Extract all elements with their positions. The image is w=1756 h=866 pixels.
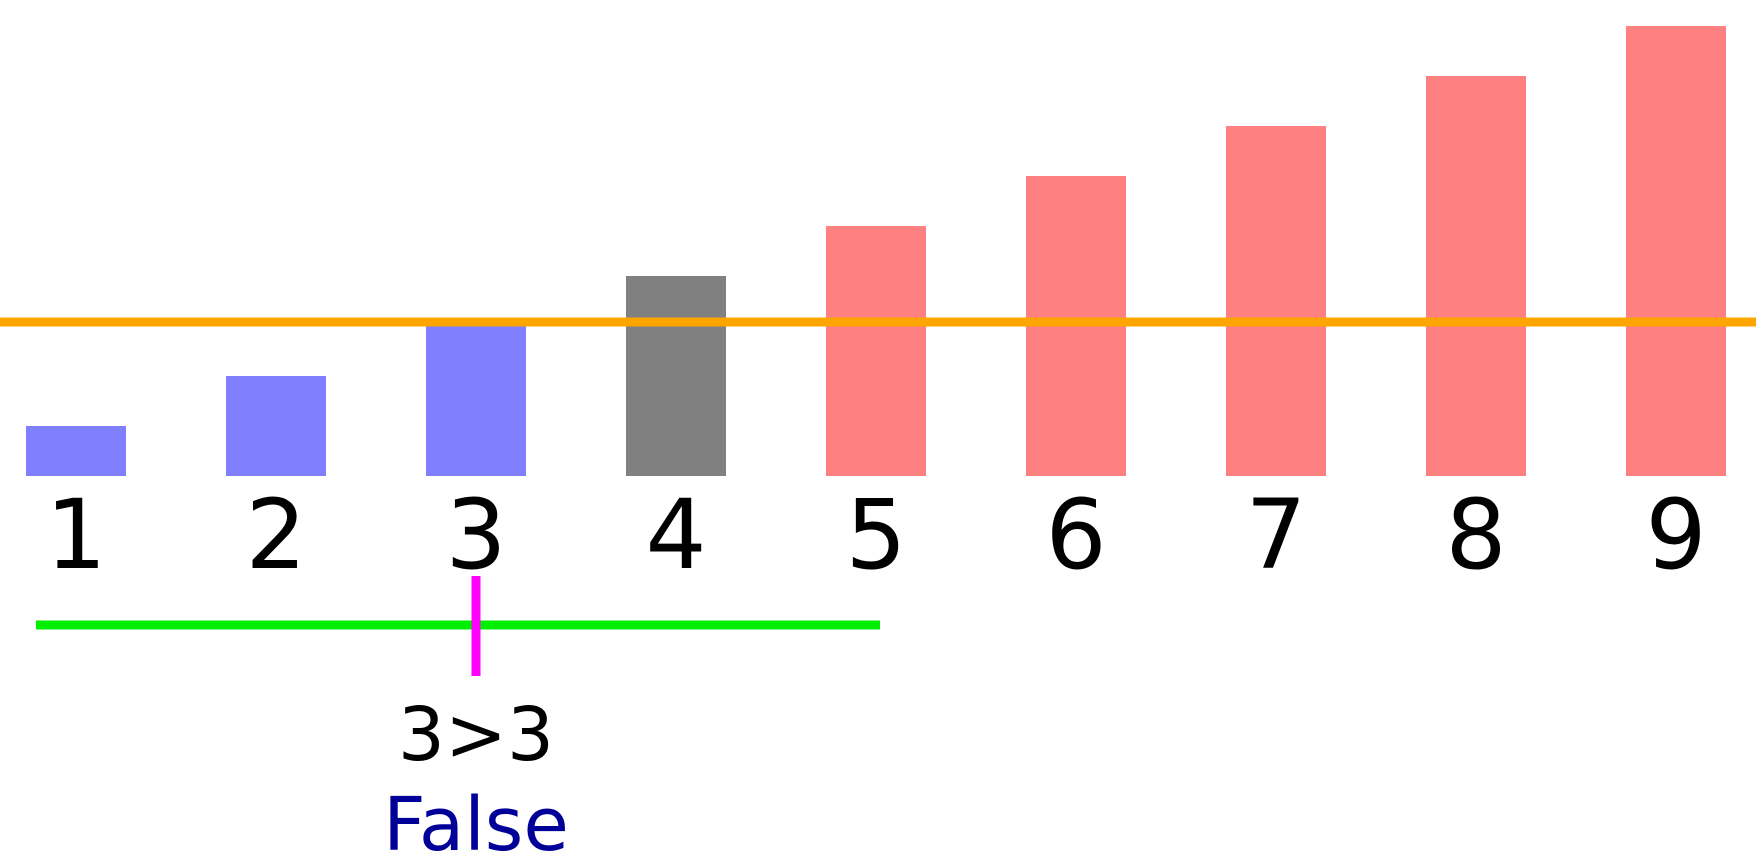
bar-8 xyxy=(1426,76,1526,476)
bar-3 xyxy=(426,326,526,476)
bar-labels-group: 1 2 3 4 5 6 7 8 9 xyxy=(45,479,1706,591)
bar-1 xyxy=(26,426,126,476)
bar-label-3: 3 xyxy=(445,479,506,591)
bar-label-4: 4 xyxy=(645,479,706,591)
bar-2 xyxy=(226,376,326,476)
bar-9 xyxy=(1626,26,1726,476)
bar-7 xyxy=(1226,126,1326,476)
bar-4 xyxy=(626,276,726,476)
bars-group xyxy=(26,26,1726,476)
bar-label-5: 5 xyxy=(845,479,906,591)
comparison-text: 3>3 xyxy=(398,692,554,778)
bar-label-1: 1 xyxy=(45,479,106,591)
bar-label-6: 6 xyxy=(1045,479,1106,591)
bar-label-8: 8 xyxy=(1445,479,1506,591)
bar-label-2: 2 xyxy=(245,479,306,591)
result-text: False xyxy=(383,782,569,866)
bar-label-7: 7 xyxy=(1245,479,1306,591)
bar-label-9: 9 xyxy=(1645,479,1706,591)
bar-5 xyxy=(826,226,926,476)
